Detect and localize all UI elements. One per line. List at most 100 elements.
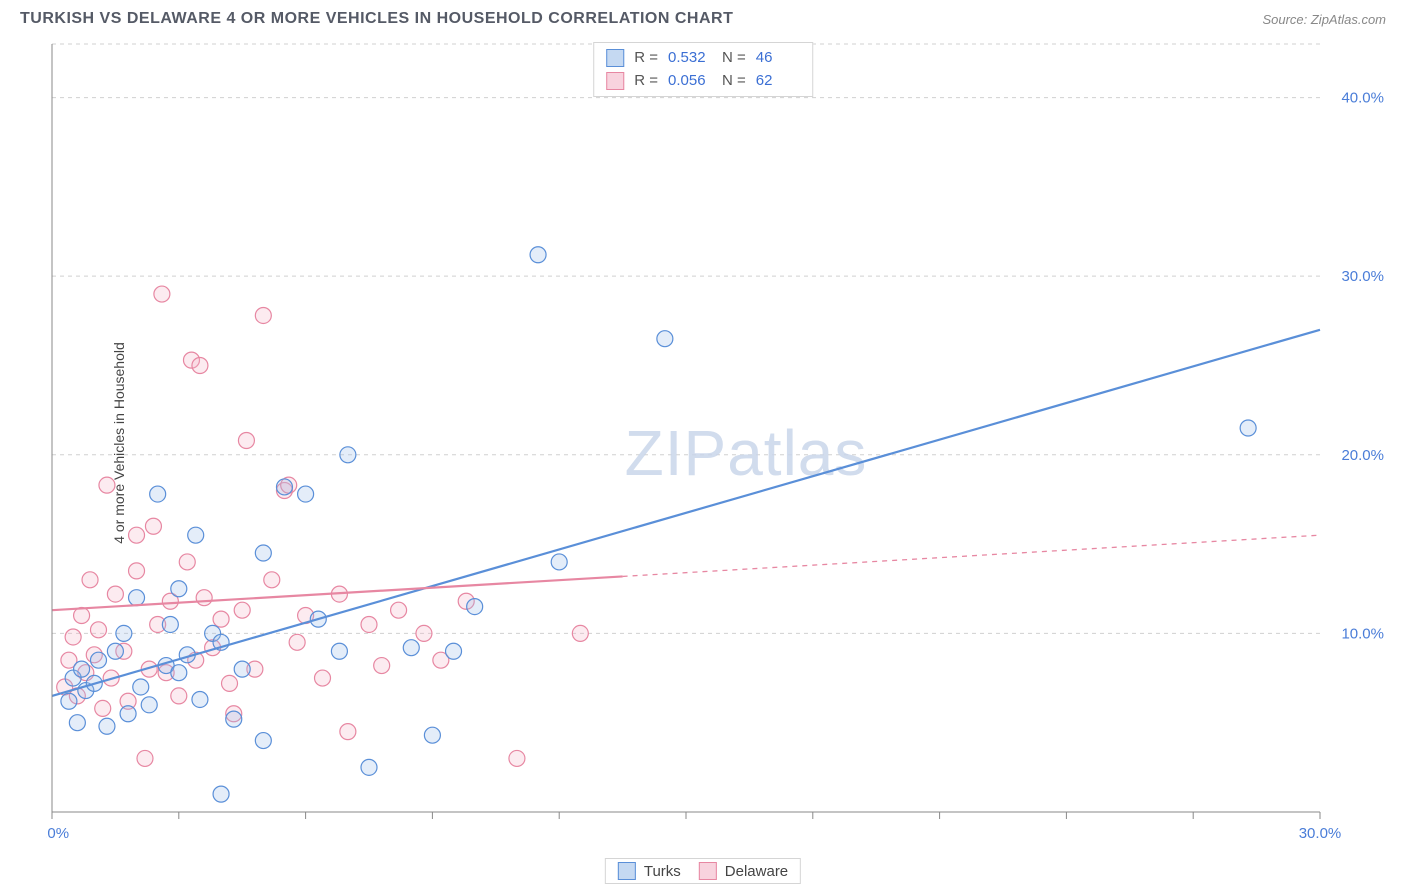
data-point [467,599,483,615]
watermark-text: ZIPatlas [625,417,868,489]
data-point [90,622,106,638]
data-point [238,433,254,449]
trend-line [52,330,1320,696]
legend-text: Delaware [725,863,788,880]
y-tick-label: 40.0% [1341,90,1384,107]
data-point [82,572,98,588]
data-point [107,586,123,602]
trend-line-extrapolated [623,535,1320,576]
legend-swatch [699,862,717,880]
r-value: 0.532 [668,47,712,70]
r-label: R = [634,47,658,70]
data-point [213,786,229,802]
data-point [133,679,149,695]
data-point [255,307,271,323]
data-point [530,247,546,263]
data-point [416,625,432,641]
data-point [150,486,166,502]
data-point [374,658,390,674]
scatter-plot: ZIPatlas 0.0% 30.0% 10.0% 20.0% 30.0% 40.0% [46,38,1390,848]
data-point [61,693,77,709]
data-point [298,486,314,502]
data-point [234,661,250,677]
data-point [137,750,153,766]
data-point [551,554,567,570]
data-point [145,518,161,534]
data-point [196,590,212,606]
data-point [129,590,145,606]
y-tick-label: 10.0% [1341,625,1384,642]
data-point [391,602,407,618]
data-point [116,625,132,641]
data-point [226,711,242,727]
data-point [141,697,157,713]
data-point [446,643,462,659]
data-point [289,634,305,650]
data-point [179,554,195,570]
legend-item: Turks [618,862,681,880]
data-point [95,700,111,716]
x-tick-label: 0.0% [46,825,69,842]
y-axis-label: 4 or more Vehicles in Household [111,342,127,544]
legend-row: R = 0.056 N = 62 [606,70,800,93]
data-point [276,479,292,495]
data-point [340,447,356,463]
data-point [331,643,347,659]
data-point [162,616,178,632]
plot-area: 4 or more Vehicles in Household ZIPatlas… [46,38,1390,848]
data-point [340,724,356,740]
n-value: 62 [756,70,800,93]
data-point [129,527,145,543]
data-point [171,581,187,597]
chart-title: TURKISH VS DELAWARE 4 OR MORE VEHICLES I… [20,10,733,28]
legend-row: R = 0.532 N = 46 [606,47,800,70]
data-point [192,691,208,707]
legend-text: Turks [644,863,681,880]
data-point [234,602,250,618]
data-point [90,652,106,668]
data-point [74,608,90,624]
data-point [154,286,170,302]
data-point [129,563,145,579]
legend-item: Delaware [699,862,788,880]
correlation-legend: R = 0.532 N = 46 R = 0.056 N = 62 [593,42,813,97]
data-point [171,665,187,681]
n-label: N = [722,70,746,93]
n-label: N = [722,47,746,70]
data-point [572,625,588,641]
data-point [403,640,419,656]
data-point [65,629,81,645]
data-point [255,545,271,561]
data-point [315,670,331,686]
chart-header: TURKISH VS DELAWARE 4 OR MORE VEHICLES I… [0,0,1406,34]
data-point [222,675,238,691]
y-tick-label: 30.0% [1341,268,1384,285]
legend-swatch [618,862,636,880]
n-value: 46 [756,47,800,70]
data-point [361,759,377,775]
data-point [188,527,204,543]
y-tick-label: 20.0% [1341,447,1384,464]
source-attribution: Source: ZipAtlas.com [1262,12,1386,27]
data-point [361,616,377,632]
data-point [120,706,136,722]
data-point [69,715,85,731]
data-point [107,643,123,659]
legend-swatch [606,49,624,67]
data-point [74,661,90,677]
legend-swatch [606,72,624,90]
series-legend: Turks Delaware [605,858,801,884]
data-point [509,750,525,766]
x-tick-label: 30.0% [1299,825,1342,842]
data-point [213,611,229,627]
data-point [264,572,280,588]
data-point [1240,420,1256,436]
data-point [424,727,440,743]
r-value: 0.056 [668,70,712,93]
data-point [99,718,115,734]
data-point [255,733,271,749]
data-point [171,688,187,704]
data-point [192,357,208,373]
r-label: R = [634,70,658,93]
data-point [657,331,673,347]
